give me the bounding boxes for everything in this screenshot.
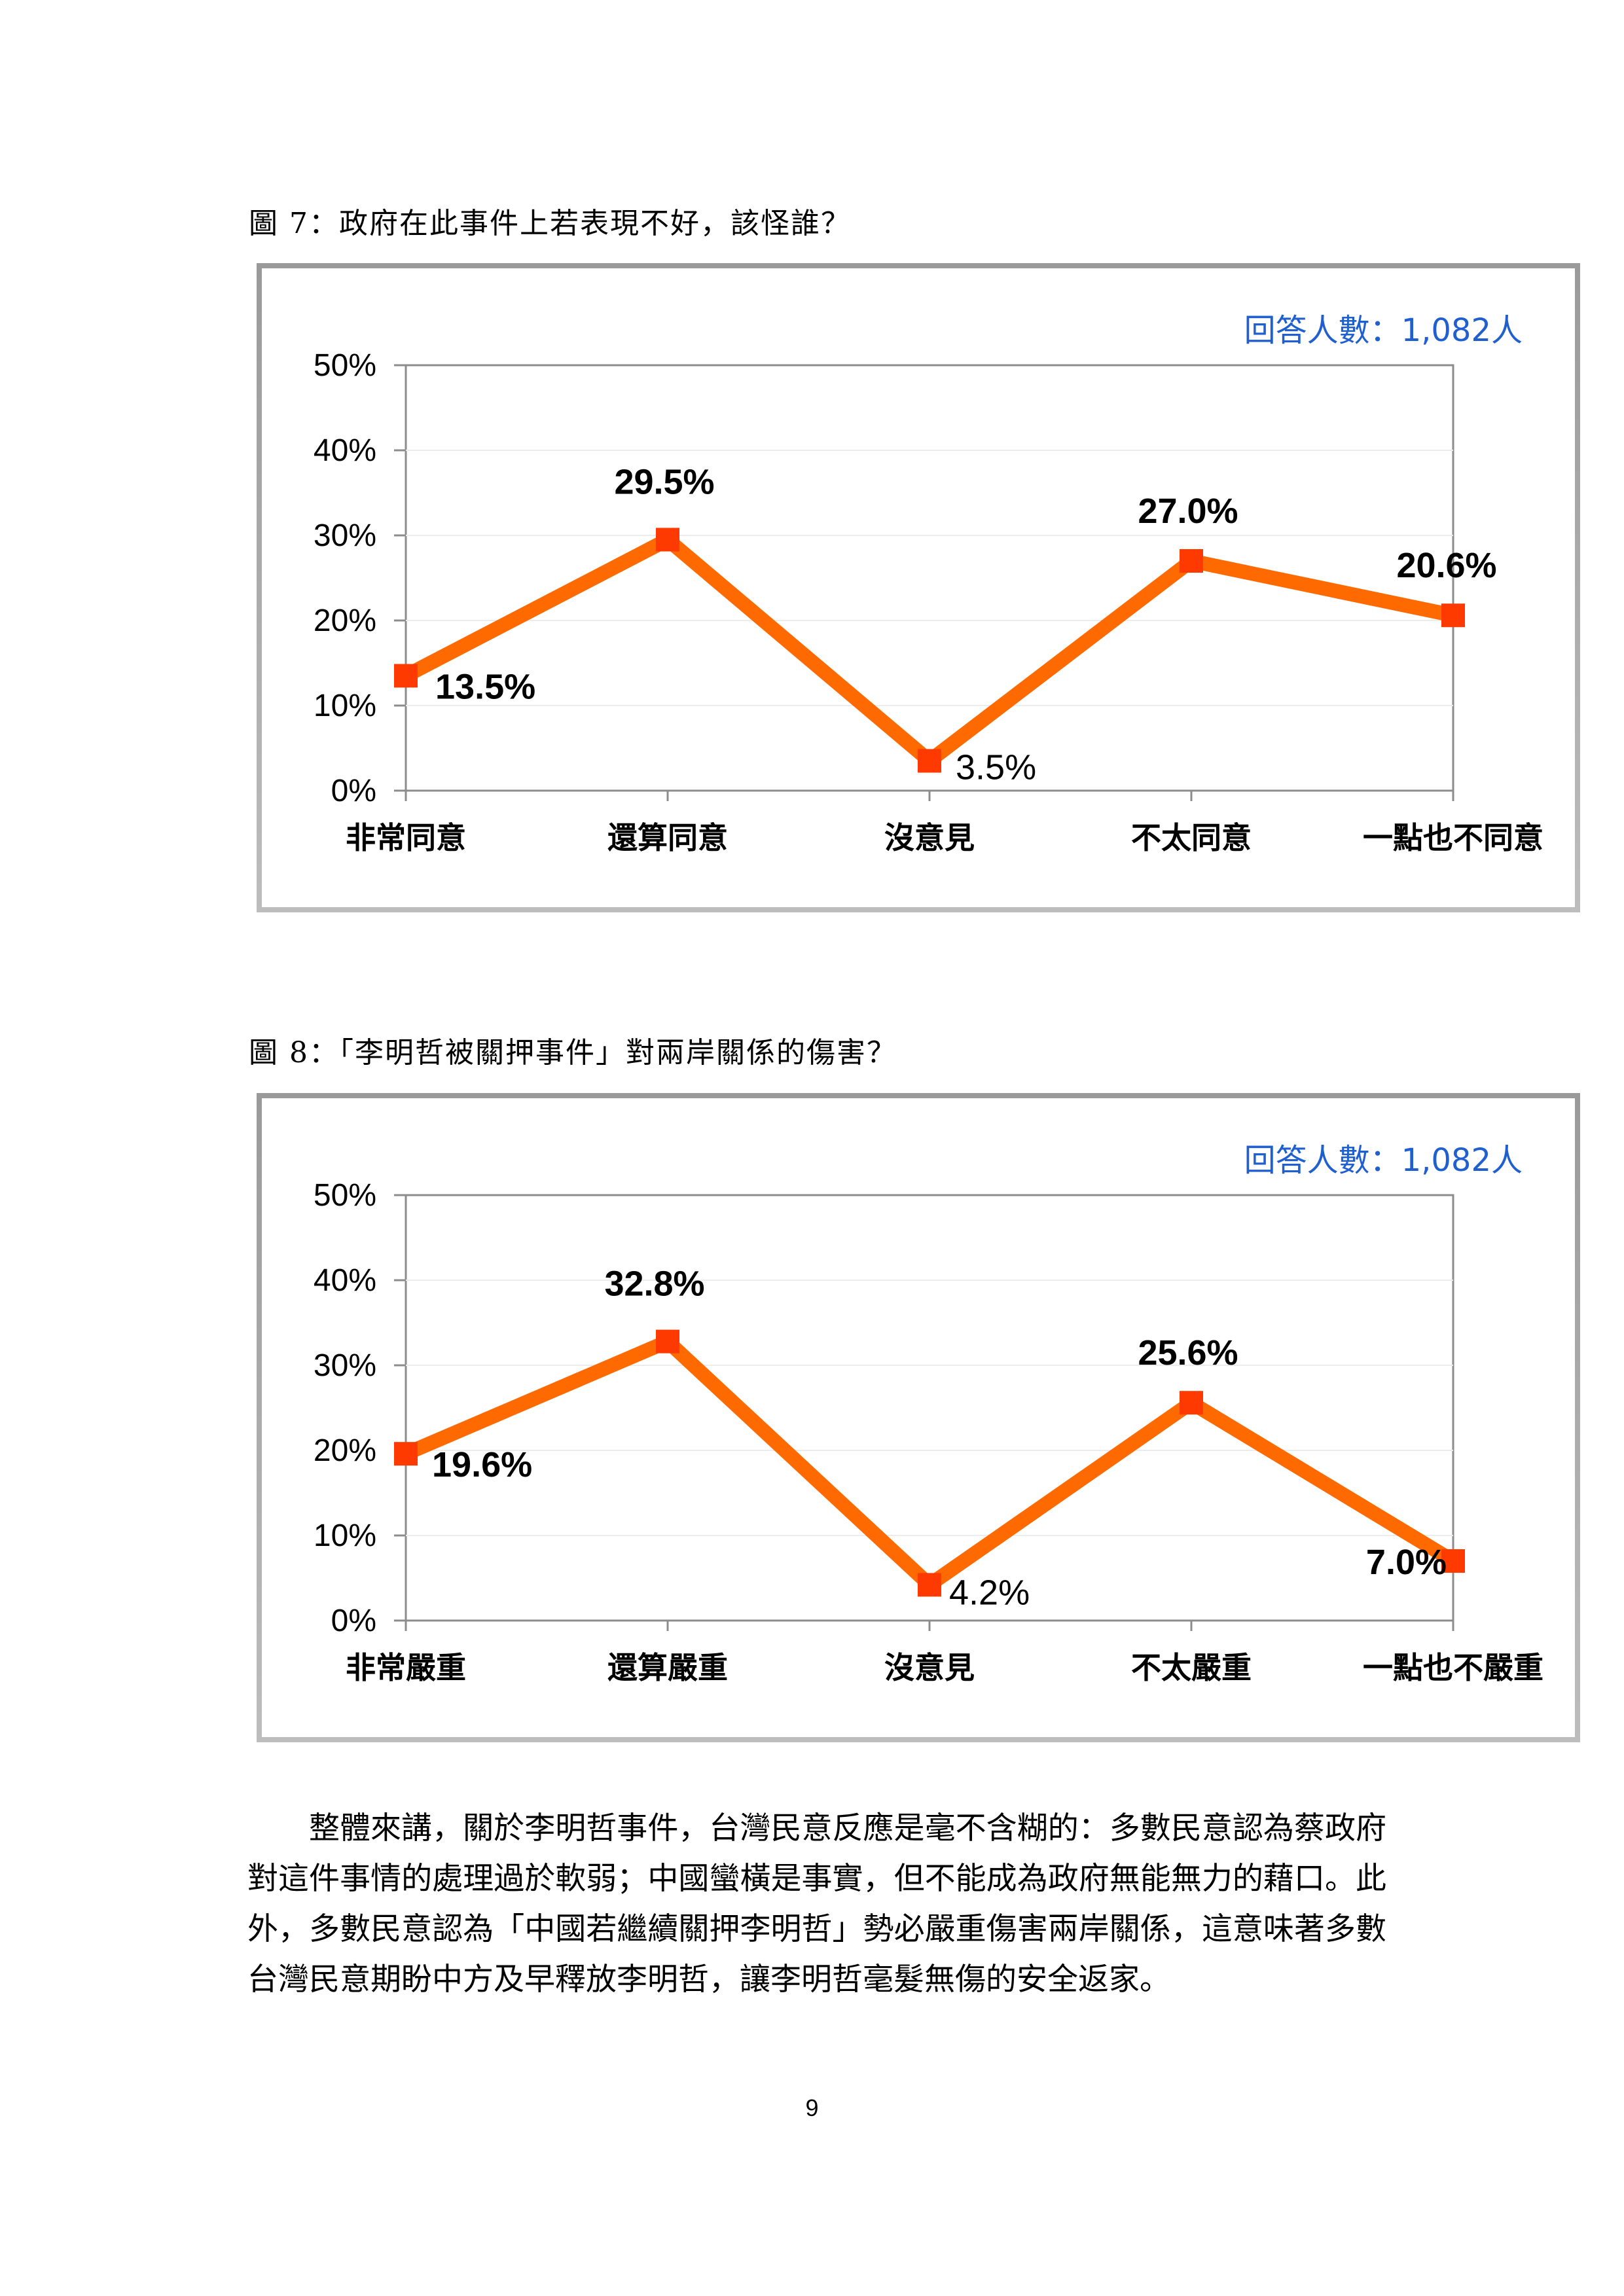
data-label: 13.5% [435, 668, 535, 707]
y-tick-label: 10% [314, 689, 376, 723]
y-tick-label: 50% [314, 1178, 376, 1213]
y-tick-label: 0% [331, 1604, 376, 1638]
chart-2-plot-area: 回答人數：1,082人 0% 10% 20% 30% 40% 50% 非常嚴重 還算嚴重 沒意見… [262, 1098, 1575, 1737]
chart-2-title: 圖 8：「李明哲被關押事件」對兩岸關係的傷害？ [249, 1036, 897, 1069]
chart-2-svg: 0% 10% 20% 30% 40% 50% 非常嚴重 還算嚴重 沒意見 不太嚴重 一點也不嚴重 19… [314, 1178, 1543, 1685]
x-category-label: 一點也不同意 [1363, 820, 1543, 855]
x-category-label: 不太嚴重 [1131, 1650, 1252, 1685]
y-tick-label: 30% [314, 1348, 376, 1383]
series-line [402, 531, 1455, 770]
y-tick-label: 50% [314, 348, 376, 383]
data-label: 4.2% [949, 1573, 1030, 1612]
data-label: 32.8% [604, 1265, 704, 1304]
chart-1-frame: 回答人數：1,082人 0% 10% 20% 30% 40% 50% 非常同意 還算同意 沒意見… [257, 263, 1580, 912]
x-category-label: 還算同意 [607, 820, 728, 855]
y-tick-label: 0% [331, 774, 376, 808]
data-label: 7.0% [1366, 1543, 1447, 1582]
data-point-marker [1180, 549, 1203, 573]
y-tick-label: 40% [314, 433, 376, 468]
x-category-label: 還算嚴重 [607, 1650, 728, 1685]
data-point-marker [656, 1329, 679, 1354]
chart-1-respondents-note: 回答人數：1,082人 [1244, 312, 1523, 349]
data-point-marker [1441, 1549, 1465, 1573]
data-point-marker [1180, 1391, 1203, 1415]
x-category-label: 一點也不嚴重 [1363, 1650, 1543, 1685]
y-tick-label: 20% [314, 603, 376, 638]
y-tick-label: 10% [314, 1518, 376, 1553]
chart-1-title: 圖 7：政府在此事件上若表現不好，該怪誰？ [249, 207, 851, 240]
data-point-marker [394, 1442, 418, 1466]
y-tick-label: 40% [314, 1263, 376, 1298]
data-label: 3.5% [956, 748, 1036, 787]
plot-border [405, 1194, 1454, 1622]
y-tick-label: 20% [314, 1433, 376, 1468]
page-number: 9 [805, 2094, 819, 2121]
data-point-marker [656, 528, 679, 552]
x-category-label: 非常同意 [346, 820, 466, 855]
data-label: 25.6% [1138, 1333, 1238, 1372]
x-category-label: 沒意見 [884, 1650, 975, 1685]
data-point-marker [918, 749, 941, 773]
chart-1-plot-area: 回答人數：1,082人 0% 10% 20% 30% 40% 50% 非常同意 還算同意 沒意見… [262, 268, 1575, 907]
data-label: 27.0% [1138, 492, 1238, 531]
body-paragraph: 整體來講，關於李明哲事件，台灣民意反應是毫不含糊的：多數民意認為蔡政府對這件事情… [247, 1810, 1386, 1998]
data-label: 19.6% [432, 1445, 532, 1484]
data-label: 20.6% [1396, 546, 1496, 585]
y-tick-label: 30% [314, 518, 376, 553]
x-category-label: 不太同意 [1131, 820, 1252, 855]
data-label: 29.5% [614, 463, 714, 502]
data-point-marker [1441, 603, 1465, 628]
x-category-label: 沒意見 [884, 820, 975, 855]
data-point-marker [918, 1573, 941, 1597]
chart-2-respondents-note: 回答人數：1,082人 [1244, 1142, 1523, 1179]
chart-1-svg: 0% 10% 20% 30% 40% 50% 非常同意 還算同意 沒意見 不太同意 一點也不同意 13… [314, 348, 1543, 855]
x-category-label: 非常嚴重 [346, 1650, 466, 1685]
chart-2-frame: 回答人數：1,082人 0% 10% 20% 30% 40% 50% 非常嚴重 還算嚴重 沒意見… [257, 1093, 1580, 1742]
data-point-marker [394, 664, 418, 688]
series-line [403, 1333, 1457, 1594]
